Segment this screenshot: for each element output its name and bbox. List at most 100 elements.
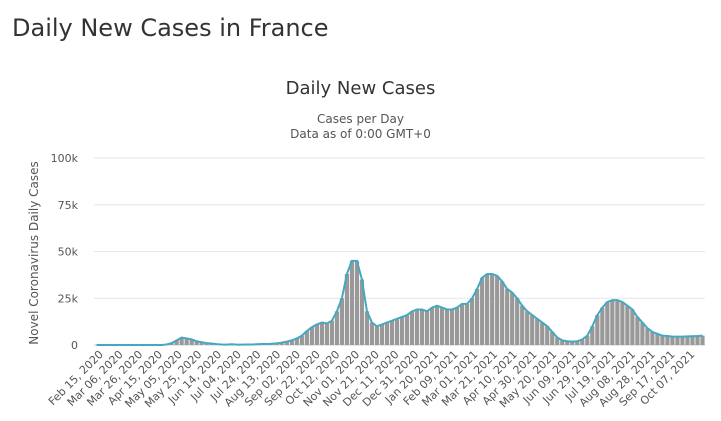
daily-bar bbox=[580, 339, 585, 345]
daily-bar bbox=[675, 336, 680, 345]
daily-bar bbox=[339, 298, 345, 345]
daily-bar bbox=[429, 307, 435, 345]
daily-bar bbox=[635, 316, 640, 345]
chart-subtitle-line-1: Cases per Day bbox=[317, 112, 404, 126]
y-tick-labels: 0 25k 50k 75k 100k bbox=[51, 152, 79, 352]
daily-bar bbox=[680, 336, 685, 345]
page-title: Daily New Cases in France bbox=[12, 14, 329, 42]
daily-bar bbox=[199, 342, 204, 345]
daily-bar bbox=[409, 311, 415, 345]
daily-bar bbox=[485, 273, 490, 345]
daily-bar bbox=[289, 340, 294, 345]
y-tick-label: 100k bbox=[51, 152, 79, 165]
daily-bar bbox=[299, 335, 304, 345]
daily-bar bbox=[625, 305, 630, 345]
chart-subtitle-line-2: Data as of 0:00 GMT+0 bbox=[290, 127, 431, 141]
daily-bar bbox=[660, 335, 665, 345]
daily-bar bbox=[555, 337, 560, 345]
daily-bar bbox=[349, 260, 355, 345]
daily-bar bbox=[695, 336, 700, 345]
daily-bar bbox=[404, 315, 410, 345]
daily-bar bbox=[184, 338, 189, 345]
daily-bar bbox=[565, 341, 570, 345]
daily-bar bbox=[179, 337, 184, 345]
y-tick-label: 75k bbox=[58, 199, 79, 212]
daily-bar bbox=[424, 311, 430, 345]
daily-bar bbox=[379, 324, 385, 345]
daily-bar bbox=[630, 309, 635, 345]
daily-bar bbox=[394, 318, 400, 345]
daily-bar bbox=[470, 298, 475, 345]
y-tick-label: 25k bbox=[58, 292, 79, 305]
daily-bar bbox=[685, 336, 690, 345]
daily-bar bbox=[449, 309, 455, 345]
daily-bar bbox=[510, 292, 515, 345]
daily-bar bbox=[304, 330, 309, 346]
daily-bar bbox=[525, 311, 530, 345]
moving-average-line bbox=[96, 259, 703, 346]
daily-bar bbox=[690, 336, 695, 345]
y-tick-label: 50k bbox=[58, 246, 79, 259]
daily-bar bbox=[194, 341, 199, 345]
daily-bar bbox=[344, 273, 350, 345]
daily-bar bbox=[615, 300, 620, 345]
daily-bar bbox=[670, 336, 675, 345]
y-tick-label: 0 bbox=[71, 339, 78, 352]
daily-bar bbox=[364, 311, 370, 345]
daily-bar bbox=[309, 327, 314, 346]
daily-bar bbox=[655, 333, 660, 345]
daily-bar bbox=[490, 273, 495, 345]
daily-bar bbox=[605, 301, 610, 345]
daily-bar bbox=[314, 324, 319, 345]
daily-bar bbox=[374, 326, 380, 345]
daily-bar bbox=[650, 331, 655, 345]
daily-bar bbox=[585, 335, 590, 345]
daily-bar bbox=[384, 322, 390, 345]
daily-bar bbox=[279, 342, 284, 345]
daily-bar bbox=[575, 341, 580, 345]
daily-bar bbox=[359, 279, 365, 345]
daily-bar bbox=[294, 338, 299, 345]
daily-bar bbox=[530, 315, 535, 345]
daily-bar bbox=[700, 335, 705, 345]
daily-bar bbox=[495, 275, 500, 345]
moving-average-series bbox=[96, 259, 703, 346]
daily-bar bbox=[354, 260, 360, 345]
daily-bar bbox=[645, 328, 650, 345]
daily-bar bbox=[419, 309, 425, 345]
daily-bar bbox=[505, 288, 510, 345]
daily-bar bbox=[475, 288, 480, 345]
daily-bar bbox=[189, 339, 194, 345]
daily-bar bbox=[414, 309, 420, 345]
daily-bar bbox=[640, 322, 645, 345]
daily-bar bbox=[520, 305, 525, 345]
daily-bar bbox=[570, 341, 575, 345]
daily-bar bbox=[329, 320, 334, 345]
daily-bar bbox=[610, 300, 615, 345]
daily-bar bbox=[454, 307, 460, 345]
daily-bar bbox=[515, 298, 520, 345]
daily-bar bbox=[595, 315, 600, 345]
daily-bar bbox=[560, 340, 565, 345]
daily-bar bbox=[389, 320, 395, 345]
y-axis-label: Novel Coronavirus Daily Cases bbox=[27, 161, 41, 344]
daily-bar bbox=[535, 318, 540, 345]
daily-bar bbox=[324, 323, 329, 346]
daily-bar bbox=[444, 309, 450, 345]
daily-bar bbox=[319, 322, 324, 345]
daily-bar bbox=[465, 303, 470, 345]
daily-bar bbox=[399, 316, 405, 345]
daily-bar bbox=[460, 303, 465, 345]
daily-bar bbox=[550, 331, 555, 345]
chart-title: Daily New Cases bbox=[285, 78, 436, 99]
daily-bar bbox=[665, 336, 670, 345]
daily-bar bbox=[439, 307, 445, 345]
daily-bar bbox=[620, 301, 625, 345]
daily-bar bbox=[284, 341, 289, 345]
daily-bar bbox=[540, 322, 545, 345]
daily-bars bbox=[164, 260, 705, 346]
daily-bar bbox=[545, 326, 550, 345]
daily-bar bbox=[480, 277, 485, 345]
